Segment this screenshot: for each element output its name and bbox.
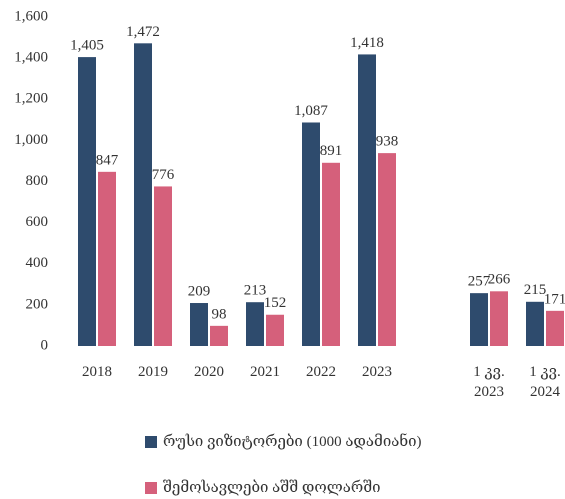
bar xyxy=(322,162,340,346)
legend-item: შემოსავლები აშშ დოლარში xyxy=(145,478,381,497)
bar xyxy=(470,293,488,346)
bar xyxy=(302,122,320,346)
bar xyxy=(266,314,284,346)
data-label: 171 xyxy=(544,291,565,307)
data-label: 938 xyxy=(376,134,399,150)
data-label: 215 xyxy=(524,282,547,298)
data-label: 213 xyxy=(244,283,267,299)
bar xyxy=(378,153,396,346)
data-label: 1,087 xyxy=(294,103,328,119)
x-tick-label: 2022 xyxy=(306,364,336,380)
data-label: 152 xyxy=(264,295,287,311)
y-tick-label: 1,400 xyxy=(14,50,48,66)
data-label: 1,405 xyxy=(70,38,104,54)
bar xyxy=(78,57,96,347)
y-tick-label: 1,000 xyxy=(14,132,48,148)
y-tick-label: 800 xyxy=(26,173,49,189)
bar xyxy=(98,171,116,346)
y-tick-label: 200 xyxy=(26,296,49,312)
data-label: 847 xyxy=(96,152,119,168)
y-tick-label: 400 xyxy=(26,255,49,271)
legend-item: რუსი ვიზიტორები (1000 ადამიანი) xyxy=(145,432,422,451)
bar xyxy=(358,54,376,347)
data-label: 257 xyxy=(468,274,491,290)
bar xyxy=(134,43,152,346)
bar xyxy=(526,301,544,346)
bar xyxy=(490,291,508,346)
bar xyxy=(246,302,264,346)
data-label: 1,418 xyxy=(350,35,384,51)
legend-label: შემოსავლები აშშ დოლარში xyxy=(163,480,381,496)
legend-swatch xyxy=(145,435,157,448)
y-tick-label: 600 xyxy=(26,214,49,230)
data-label: 98 xyxy=(212,306,227,322)
data-label: 891 xyxy=(320,143,343,159)
x-tick-label: 2019 xyxy=(138,364,168,380)
x-tick-label: 2023 xyxy=(362,364,392,380)
y-tick-label: 0 xyxy=(41,337,49,353)
x-tick-label: 2018 xyxy=(82,364,112,380)
legend-label: რუსი ვიზიტორები (1000 ადამიანი) xyxy=(163,434,422,450)
x-tick-label: 1 კვ. 2023 xyxy=(473,364,505,400)
y-tick-label: 1,600 xyxy=(14,8,48,24)
bar xyxy=(190,303,208,346)
bar xyxy=(210,325,228,346)
y-tick-label: 1,200 xyxy=(14,91,48,107)
legend-swatch xyxy=(145,481,157,494)
x-tick-label: 1 კვ. 2024 xyxy=(529,364,561,400)
x-tick-label: 2021 xyxy=(250,364,280,380)
data-label: 1,472 xyxy=(126,24,160,40)
data-label: 209 xyxy=(188,283,211,299)
data-label: 776 xyxy=(152,167,175,183)
bar xyxy=(546,310,564,346)
x-tick-label: 2020 xyxy=(194,364,224,380)
data-label: 266 xyxy=(488,272,511,288)
bar xyxy=(154,186,172,346)
